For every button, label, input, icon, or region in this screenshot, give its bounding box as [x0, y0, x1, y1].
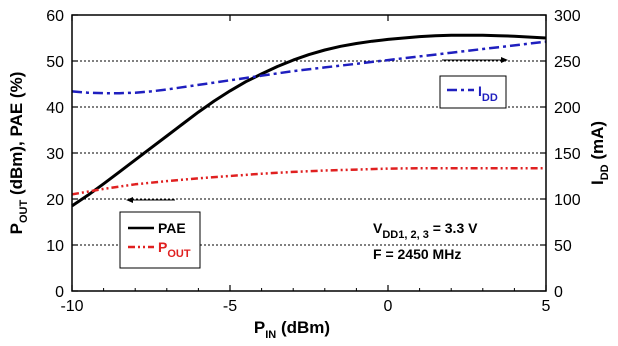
annotation-line-1: VDD1, 2, 3 = 3.3 V: [373, 220, 478, 241]
x-axis-ticks: -10 -5 0 5: [60, 15, 551, 315]
y-left-tick-label: 20: [46, 192, 64, 209]
y-right-axis-label: IDD (mA): [588, 121, 611, 185]
legend-label-pout: POUT: [158, 239, 191, 260]
x-tick-label: 0: [384, 298, 393, 315]
series-line-pout: [71, 166, 546, 196]
y-left-tick-label: 10: [46, 238, 64, 255]
y-left-tick-label: 30: [46, 146, 64, 163]
y-right-tick-label: 200: [554, 100, 581, 117]
series-line-pae: [71, 33, 547, 208]
y-right-axis-ticks: 0 50 100 150 200 250 300: [540, 8, 581, 301]
x-axis-label-unit: (dBm): [276, 318, 330, 337]
y-right-axis-label-sub: DD: [599, 164, 611, 180]
y-left-tick-label: 40: [46, 100, 64, 117]
x-axis-label-sub: IN: [265, 329, 276, 341]
legend-main: PAE POUT: [119, 211, 201, 269]
y-right-tick-label: 250: [554, 54, 581, 71]
idd-direction-arrow: [442, 57, 508, 63]
x-axis-label: PIN (dBm): [254, 318, 330, 341]
y-right-axis-label-main: I: [588, 180, 607, 185]
y-left-axis-ticks: 0 10 20 30 40 50 60: [46, 8, 78, 301]
y-right-tick-label: 300: [554, 8, 581, 25]
y-left-tick-label: 0: [55, 284, 64, 301]
pae-pout-direction-arrow: [126, 197, 175, 203]
y-left-axis-label: POUT (dBm), PAE (%): [7, 72, 30, 235]
grid-lines: [72, 60, 546, 246]
y-left-tick-label: 50: [46, 54, 64, 71]
y-right-tick-label: 0: [554, 284, 563, 301]
x-tick-label: 5: [542, 298, 551, 315]
x-tick-label: -10: [60, 298, 83, 315]
y-right-tick-label: 150: [554, 146, 581, 163]
conditions-annotation: VDD1, 2, 3 = 3.3 V F = 2450 MHz: [373, 220, 478, 262]
y-left-tick-label: 60: [46, 8, 64, 25]
y-right-tick-label: 100: [554, 192, 581, 209]
legend-entry-pout: POUT: [128, 239, 191, 260]
series-layer: [71, 33, 547, 208]
legend-entry-pae: PAE: [128, 220, 186, 236]
x-axis-label-main: P: [254, 318, 265, 337]
legend-label-idd: IDD: [478, 83, 498, 104]
x-tick-label: -5: [223, 298, 237, 315]
legend-label-pae: PAE: [158, 220, 186, 236]
annotation-line-2: F = 2450 MHz: [373, 246, 461, 262]
y-right-axis-label-unit: (mA): [588, 121, 607, 164]
legend-idd: IDD: [439, 75, 507, 109]
y-right-tick-label: 50: [554, 238, 572, 255]
series-line-idd: [71, 40, 547, 95]
